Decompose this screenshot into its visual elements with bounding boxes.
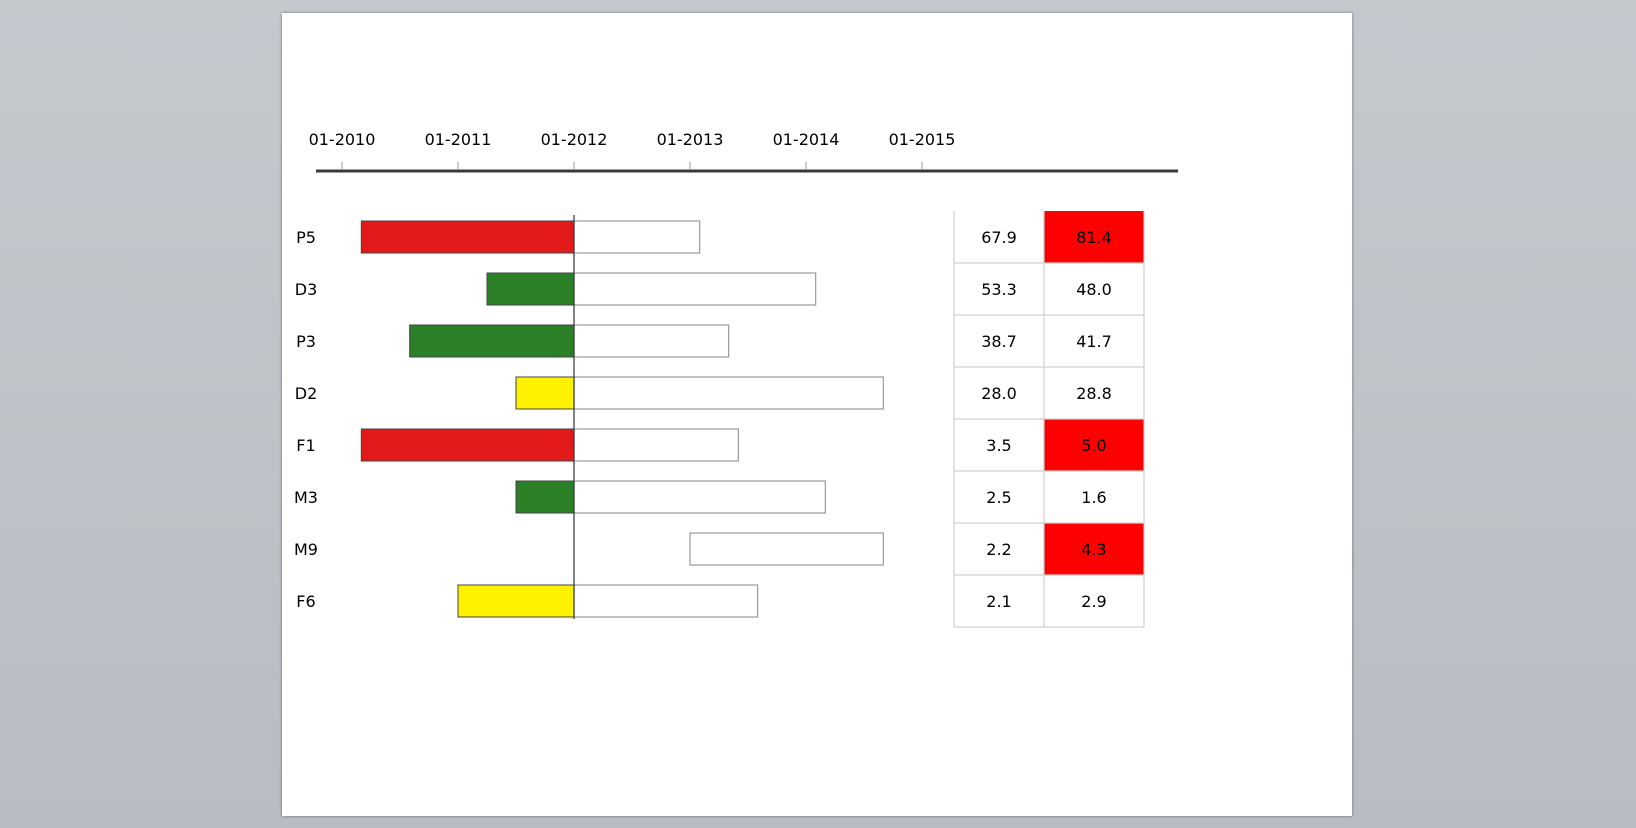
remaining-bar bbox=[573, 272, 817, 306]
value-text: 28.0 bbox=[981, 384, 1017, 403]
value-text: 53.3 bbox=[981, 280, 1017, 299]
row-label: F1 bbox=[296, 436, 315, 455]
axis-tick-label: 01-2013 bbox=[657, 130, 724, 149]
value-text: 2.2 bbox=[986, 540, 1011, 559]
row-label: M9 bbox=[294, 540, 318, 559]
value-cell bbox=[954, 263, 1044, 315]
value-cell-highlight bbox=[1044, 367, 1144, 419]
elapsed-bar bbox=[486, 272, 575, 306]
axis-tick-label: 01-2015 bbox=[889, 130, 956, 149]
value-cell-highlight bbox=[1044, 211, 1144, 263]
remaining-bar bbox=[573, 428, 739, 462]
value-text: 2.1 bbox=[986, 592, 1011, 611]
remaining-bar bbox=[573, 480, 826, 514]
value-text: 41.7 bbox=[1076, 332, 1112, 351]
value-cell bbox=[954, 523, 1044, 575]
row-label: P3 bbox=[296, 332, 316, 351]
remaining-bar bbox=[573, 324, 730, 358]
value-text: 2.5 bbox=[986, 488, 1011, 507]
value-text: 48.0 bbox=[1076, 280, 1112, 299]
value-cell bbox=[954, 315, 1044, 367]
value-text: 3.5 bbox=[986, 436, 1011, 455]
value-text: 4.3 bbox=[1081, 540, 1106, 559]
axis-tick-label: 01-2010 bbox=[309, 130, 376, 149]
remaining-bar bbox=[689, 532, 884, 566]
value-cell-highlight bbox=[1044, 523, 1144, 575]
remaining-bar bbox=[573, 584, 759, 618]
value-cell-highlight bbox=[1044, 575, 1144, 627]
value-cell-highlight bbox=[1044, 315, 1144, 367]
value-text: 5.0 bbox=[1081, 436, 1106, 455]
value-cell-highlight bbox=[1044, 419, 1144, 471]
value-text: 67.9 bbox=[981, 228, 1017, 247]
row-label: F6 bbox=[296, 592, 315, 611]
elapsed-bar bbox=[360, 428, 575, 462]
elapsed-bar bbox=[457, 584, 575, 618]
value-text: 28.8 bbox=[1076, 384, 1112, 403]
row-label: D3 bbox=[295, 280, 318, 299]
remaining-bar bbox=[573, 220, 701, 254]
row-label: D2 bbox=[295, 384, 318, 403]
axis-tick-label: 01-2011 bbox=[425, 130, 492, 149]
row-label: M3 bbox=[294, 488, 318, 507]
elapsed-bar bbox=[515, 376, 575, 410]
timeline-chart: 01-2010 01-2011 01-2012 01-2013 01-2014 01-20… bbox=[294, 130, 1178, 628]
value-text: 2.9 bbox=[1081, 592, 1106, 611]
elapsed-bar bbox=[409, 324, 575, 358]
value-text: 1.6 bbox=[1081, 488, 1106, 507]
value-cell bbox=[954, 575, 1044, 627]
value-cell bbox=[954, 419, 1044, 471]
value-text: 81.4 bbox=[1076, 228, 1112, 247]
row-label: P5 bbox=[296, 228, 316, 247]
value-cell-highlight bbox=[1044, 471, 1144, 523]
document-page: 01-2010 01-2011 01-2012 01-2013 01-2014 01-20… bbox=[282, 13, 1352, 816]
axis-tick-label: 01-2014 bbox=[773, 130, 840, 149]
elapsed-bar bbox=[515, 480, 575, 514]
remaining-bar bbox=[573, 376, 884, 410]
elapsed-bar bbox=[360, 220, 575, 254]
value-cell-highlight bbox=[1044, 263, 1144, 315]
value-cell bbox=[954, 211, 1044, 263]
value-text: 38.7 bbox=[981, 332, 1017, 351]
value-cell bbox=[954, 471, 1044, 523]
value-cell bbox=[954, 367, 1044, 419]
axis-tick-label: 01-2012 bbox=[541, 130, 608, 149]
